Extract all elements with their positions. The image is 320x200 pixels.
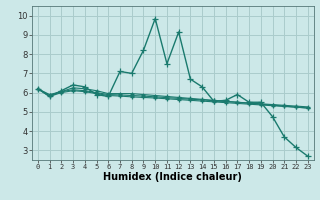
X-axis label: Humidex (Indice chaleur): Humidex (Indice chaleur) [103,172,242,182]
